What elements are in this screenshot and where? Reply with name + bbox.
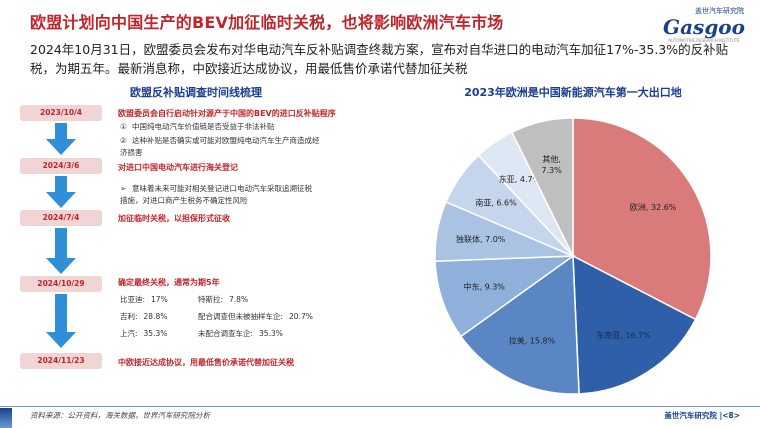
bullet-marker: ① [120, 122, 127, 131]
event-title: 加征临时关税，以担保形式征收 [118, 214, 230, 223]
pie-slice-label: 东南亚, 16.7% [596, 330, 651, 340]
event-bullet: ➢ 意味着未来可能对相关登记进口电动汽车采取追溯征税 [120, 183, 312, 195]
down-arrow-icon [46, 228, 76, 274]
event-title: 确定最终关税，通常为期5年 [118, 278, 220, 287]
logo-subtitle: AUTOMOTIVE RESEARCH INSTITUTE [668, 38, 740, 43]
bullet-continuation: 济损害 [120, 148, 143, 157]
tariff-name: 未配合调查车企: [198, 329, 254, 338]
pie-chart: 欧洲, 32.6% 东南亚, 16.7% 拉美, 15.8% 中东, 9.3% 独联体,… [434, 117, 712, 395]
bullet-text: 意味着未来可能对相关登记进口电动汽车采取追溯征税 [132, 184, 312, 193]
logo-wordmark: Gasgoo [663, 15, 745, 39]
tariff-name: 特斯拉: [198, 295, 224, 304]
footer-corner-accent [0, 408, 12, 428]
pie-slice-8 [510, 117, 574, 257]
pie-slice-label: 中东, 9.3% [464, 281, 506, 291]
tariff-value: 17% [151, 295, 168, 304]
pie-slice-label: 南亚, 6.6% [475, 197, 517, 207]
pie-slice-2 [572, 254, 697, 395]
pie-slice-4 [434, 255, 576, 338]
tariff-value: 35.3% [259, 329, 283, 338]
pie-slice-label: 拉美, 15.8% [509, 335, 556, 345]
bullet-marker: ② [120, 136, 127, 145]
chart-title: 2023年欧洲是中国新能源汽车第一大出口地 [464, 86, 682, 99]
tariff-name: 比亚迪: [120, 295, 146, 304]
date-pill: 2024/10/29 [20, 276, 102, 292]
pie-slice-3 [459, 254, 580, 395]
gasgoo-logo: 盖世汽车研究院 Gasgoo AUTOMOTIVE RESEARCH INSTI… [654, 6, 754, 44]
event-title: 对进口中国电动汽车进行海关登记 [118, 163, 238, 172]
tariff-value: 20.7% [289, 312, 313, 321]
bullet-text: 这种补贴是否确实或可能对欧盟纯电动汽车生产商造成经 [132, 136, 320, 145]
tariff-item: 吉利: 28.8% [120, 311, 167, 322]
footer-brand-page: 盖世汽车研究院 |<8> [664, 411, 740, 420]
intro-paragraph: 2024年10月31日，欧盟委员会发布对华电动汽车反补贴调查终裁方案，宣布对自华… [30, 42, 729, 76]
bullet-continuation: 措施，对进口商产生税务不确定性风险 [120, 196, 248, 205]
source-note: 资料来源：公开资料，海关数据，世界汽车研究院分析 [30, 411, 210, 420]
pie-slice-label: 独联体, 7.0% [456, 234, 506, 244]
tariff-value: 28.8% [143, 312, 168, 321]
tariff-item: 未配合调查车企: 35.3% [198, 328, 283, 339]
footer-divider [0, 406, 760, 407]
event-bullet: ② 这种补贴是否确实或可能对欧盟纯电动汽车生产商造成经 [120, 135, 320, 147]
pie-slice-label: 其他, 7.3% [542, 154, 563, 175]
tariff-name: 吉利: [120, 312, 138, 321]
tariff-item: 配合调查但未被抽样车企: 20.7% [198, 311, 313, 322]
tariff-item: 特斯拉: 7.8% [198, 294, 248, 305]
logo-top-text: 盖世汽车研究院 [695, 7, 744, 15]
pie-slice-1 [572, 117, 712, 321]
event-title: 欧盟委员会自行启动针对源产于中国的BEV的进口反补贴程序 [118, 109, 336, 118]
tariff-value: 35.3% [143, 329, 168, 338]
bullet-text: 中国纯电动汽车价值链是否受益于非法补贴 [132, 122, 275, 131]
down-arrow-icon [46, 294, 76, 348]
bullet-marker: ➢ [120, 184, 127, 193]
date-pill: 2024/11/23 [20, 353, 102, 369]
down-arrow-icon [46, 123, 76, 155]
page-title: 欧盟计划向中国生产的BEV加征临时关税，也将影响欧洲汽车市场 [30, 13, 504, 32]
tariff-name: 上汽: [120, 329, 138, 338]
date-pill: 2023/10/4 [20, 105, 102, 121]
event-bullet: ① 中国纯电动汽车价值链是否受益于非法补贴 [120, 121, 275, 133]
tariff-item: 比亚迪: 17% [120, 294, 168, 305]
tariff-value: 7.8% [229, 295, 249, 304]
tariff-item: 上汽: 35.3% [120, 328, 167, 339]
pie-slice-label: 东亚, 4.7% [499, 174, 541, 184]
event-title: 中欧接近达成协议，用最低售价承诺代替加征关税 [118, 358, 294, 367]
pie-slice-label: 欧洲, 32.6% [630, 202, 677, 212]
tariff-name: 配合调查但未被抽样车企: [198, 312, 284, 321]
timeline-heading: 欧盟反补贴调查时间线梳理 [130, 86, 262, 99]
date-pill: 2024/7/4 [20, 210, 102, 226]
down-arrow-icon [46, 176, 76, 208]
date-pill: 2024/3/6 [20, 158, 102, 174]
